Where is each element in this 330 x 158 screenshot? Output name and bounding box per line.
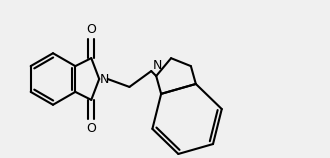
Text: N: N [100, 73, 110, 85]
Text: O: O [86, 23, 96, 36]
Text: O: O [86, 122, 96, 135]
Text: N: N [152, 59, 162, 72]
